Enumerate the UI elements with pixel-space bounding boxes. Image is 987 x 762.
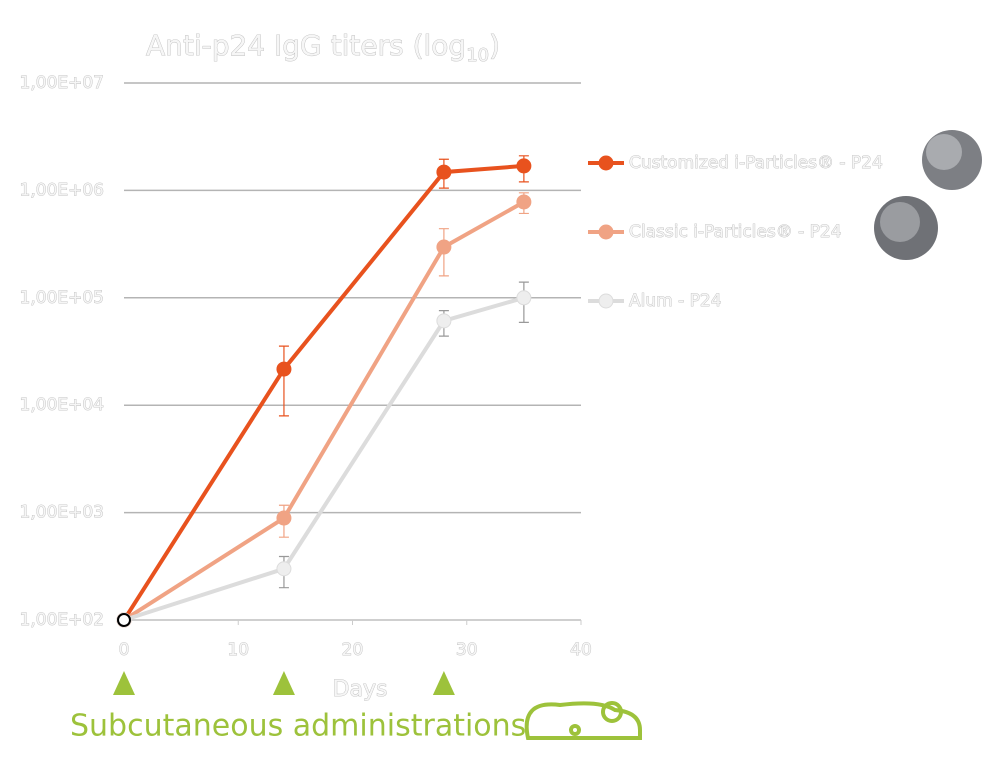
x-tick-label: 30 xyxy=(456,640,478,660)
x-tick-label: 0 xyxy=(119,640,130,660)
series-line xyxy=(123,295,525,622)
mouse-icon xyxy=(524,701,642,740)
y-tick-label: 1,00E+04 xyxy=(20,395,104,415)
point xyxy=(436,313,452,329)
point xyxy=(516,158,532,174)
legend-marker xyxy=(598,155,614,171)
origin-dot xyxy=(117,613,131,627)
point xyxy=(516,290,532,306)
administration-marker xyxy=(113,671,135,695)
x-tick-label: 10 xyxy=(227,640,249,660)
point xyxy=(276,561,292,577)
administration-marker xyxy=(272,671,295,695)
administration-label: Subcutaneous administrations xyxy=(70,709,526,744)
legend-label: Classic i-Particles® - P24 xyxy=(629,222,842,242)
particle-icon xyxy=(922,130,982,190)
y-tick-label: 1,00E+05 xyxy=(20,288,104,308)
y-tick-label: 1,00E+02 xyxy=(20,610,104,630)
chart-title: Anti-p24 IgG titers (log10) xyxy=(146,29,500,66)
legend-label: Customized i-Particles® - P24 xyxy=(629,153,883,173)
x-tick-label: 20 xyxy=(342,640,364,660)
point xyxy=(436,239,452,255)
y-tick-label: 1,00E+07 xyxy=(20,73,104,93)
administration-marker xyxy=(432,671,455,695)
point xyxy=(276,510,292,526)
x-axis-label: Days xyxy=(333,677,388,702)
legend-marker xyxy=(598,293,614,309)
title-end: ) xyxy=(489,29,500,62)
series-line xyxy=(122,163,525,622)
title-main: Anti-p24 IgG titers (log xyxy=(146,29,466,62)
particle-icon xyxy=(874,196,938,260)
legend-label: Alum - P24 xyxy=(629,291,722,311)
title-sub: 10 xyxy=(466,45,489,66)
point xyxy=(516,194,532,210)
y-tick-label: 1,00E+03 xyxy=(20,503,104,523)
y-tick-label: 1,00E+06 xyxy=(20,180,104,200)
legend-marker xyxy=(598,224,614,240)
series-line xyxy=(122,200,525,622)
point xyxy=(436,164,452,180)
x-tick-label: 40 xyxy=(570,640,592,660)
point xyxy=(276,361,292,377)
error-bar xyxy=(278,345,289,417)
